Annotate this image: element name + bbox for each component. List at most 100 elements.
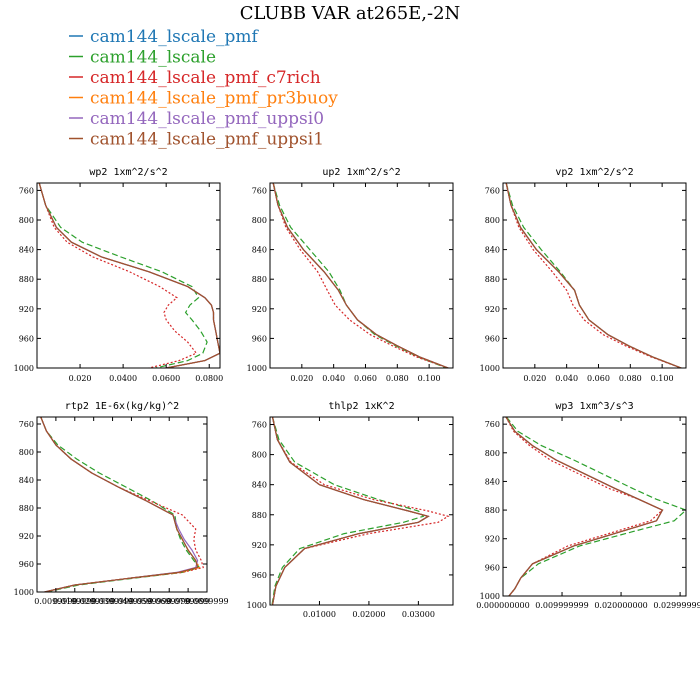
y-tick-label: 840	[485, 477, 500, 486]
y-tick-label: 1000	[247, 601, 267, 610]
legend-entry: cam144_lscale_pmf_uppsi1	[90, 130, 324, 150]
series-line-cam144-lscale-pmf	[40, 417, 199, 592]
x-tick-label: 0.0199999	[53, 597, 96, 606]
x-tick-label: 0.0400	[109, 374, 137, 383]
series-line-cam144-lscale-pmf-uppsi1	[40, 417, 199, 592]
y-tick-label: 840	[485, 246, 500, 255]
series-line-cam144-lscale-pmf-uppsi1	[505, 417, 664, 596]
series-line-cam144-lscale-pmf-uppsi1	[505, 183, 682, 368]
chart-panel: wp3 1xm^3/s^3 760 800 840 880 920 960 10000.000…	[476, 401, 700, 610]
y-tick-label: 800	[252, 216, 267, 225]
plot-frame	[269, 182, 454, 369]
y-tick-label: 1000	[247, 364, 267, 373]
x-tick-label: 0.060	[587, 374, 610, 383]
series-line-cam144-lscale-pmf-c7rich	[40, 417, 204, 592]
x-tick-label: 0.03000	[402, 610, 435, 619]
series-line-cam144-lscale	[40, 417, 201, 592]
plot-frame	[502, 182, 687, 369]
x-tick-label: 0.0799999	[166, 597, 209, 606]
y-tick-label: 960	[19, 560, 34, 569]
panel-title: thlp2 1xK^2	[328, 401, 394, 412]
x-tick-label: 0.0599999	[129, 597, 172, 606]
x-tick-label: 0.100	[651, 374, 674, 383]
series-line-cam144-lscale	[272, 183, 447, 368]
x-tick-label: 0.0899999	[185, 597, 228, 606]
y-tick-label: 840	[19, 476, 34, 485]
plot-frame	[36, 182, 221, 369]
y-tick-label: 760	[252, 186, 267, 195]
panel-title: up2 1xm^2/s^2	[322, 167, 400, 178]
chart-panel: thlp2 1xK^2 760 800 840 880 920 960 1000 0.01000…	[247, 401, 454, 619]
figure-title: CLUBB VAR at265E,-2N	[240, 3, 461, 24]
y-tick-label: 880	[485, 275, 500, 284]
series-line-cam144-lscale-pmf	[271, 417, 430, 605]
panel-title: wp2 1xm^2/s^2	[89, 167, 167, 178]
y-tick-label: 800	[252, 451, 267, 460]
series-line-cam144-lscale-pmf-pr3buoy	[271, 417, 430, 605]
series-line-cam144-lscale-pmf-uppsi0	[272, 183, 449, 368]
y-tick-label: 920	[485, 305, 500, 314]
series-line-cam144-lscale-pmf-uppsi1	[271, 417, 430, 605]
series-line-cam144-lscale-pmf-uppsi1	[38, 183, 220, 368]
x-tick-label: 0.020	[523, 374, 546, 383]
y-tick-label: 920	[19, 532, 34, 541]
x-tick-label: 0.02000	[352, 610, 385, 619]
legend-entry: cam144_lscale	[90, 48, 216, 68]
series-line-cam144-lscale-pmf	[38, 183, 220, 368]
series-line-cam144-lscale-pmf-c7rich	[272, 183, 449, 368]
y-tick-label: 920	[252, 541, 267, 550]
plot-frame	[269, 416, 454, 606]
series-line-cam144-lscale-pmf-pr3buoy	[505, 183, 682, 368]
y-tick-label: 920	[252, 305, 267, 314]
series-line-cam144-lscale-pmf	[505, 183, 682, 368]
y-tick-label: 960	[19, 334, 34, 343]
chart-panel: wp2 1xm^2/s^2 760 800 840 880 920 960 1000 0.020…	[14, 167, 224, 383]
series-line-cam144-lscale	[505, 183, 682, 368]
x-tick-label: 0.0399999	[91, 597, 134, 606]
series-line-cam144-lscale-pmf	[272, 183, 449, 368]
plot-frame	[36, 416, 208, 593]
x-tick-label: 0.0499999	[110, 597, 153, 606]
legend-entry: cam144_lscale_pmf_uppsi0	[90, 109, 324, 129]
y-tick-label: 960	[252, 334, 267, 343]
y-tick-label: 760	[485, 420, 500, 429]
series-line-cam144-lscale-pmf-uppsi0	[40, 417, 199, 592]
y-tick-label: 880	[485, 506, 500, 515]
plot-frame	[502, 416, 687, 597]
y-tick-label: 800	[19, 216, 34, 225]
y-tick-label: 1000	[480, 592, 500, 601]
y-tick-label: 1000	[14, 588, 34, 597]
x-tick-label: 0.080	[619, 374, 642, 383]
legend-entry: cam144_lscale_pmf	[90, 27, 260, 47]
x-tick-label: 0.0699999	[148, 597, 191, 606]
x-tick-label: 0.0600	[152, 374, 180, 383]
x-tick-label: 0.080	[386, 374, 409, 383]
y-tick-label: 880	[252, 275, 267, 284]
chart-panel: up2 1xm^2/s^2 760 800 840 880 920 960 1000 0.020…	[247, 167, 454, 383]
y-tick-label: 760	[19, 186, 34, 195]
x-tick-label: 0.0800	[195, 374, 223, 383]
x-tick-label: 0.0299999	[72, 597, 115, 606]
y-tick-label: 760	[252, 421, 267, 430]
series-line-cam144-lscale-pmf-uppsi0	[505, 183, 682, 368]
legend-entry: cam144_lscale_pmf_pr3buoy	[90, 89, 338, 109]
y-tick-label: 840	[252, 481, 267, 490]
y-tick-label: 920	[19, 305, 34, 314]
x-tick-label: 0.040	[555, 374, 578, 383]
x-tick-label: 0.000000000	[476, 601, 529, 610]
x-tick-label: 0.020000000	[594, 601, 647, 610]
y-tick-label: 960	[485, 334, 500, 343]
panel-title: vp2 1xm^2/s^2	[555, 167, 633, 178]
x-tick-label: 0.020	[290, 374, 313, 383]
panel-title: wp3 1xm^3/s^3	[555, 401, 633, 412]
series-line-cam144-lscale-pmf-c7rich	[505, 183, 682, 368]
y-tick-label: 760	[19, 420, 34, 429]
chart-panel: rtp2 1E-6x(kg/kg)^2 760 800 840 880 920 960 100…	[14, 401, 229, 606]
y-tick-label: 1000	[14, 364, 34, 373]
series-line-cam144-lscale	[506, 417, 686, 596]
y-tick-label: 800	[19, 448, 34, 457]
y-tick-label: 1000	[480, 364, 500, 373]
y-tick-label: 920	[485, 535, 500, 544]
y-tick-label: 880	[19, 504, 34, 513]
